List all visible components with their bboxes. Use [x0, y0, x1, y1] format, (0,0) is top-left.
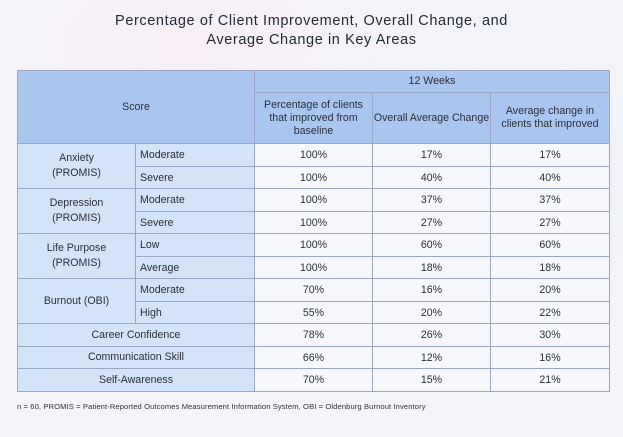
table-cell: 40% [489, 166, 611, 189]
table-cell: 100% [254, 233, 373, 257]
table-cell: 15% [372, 368, 491, 392]
period-header: 12 Weeks [253, 70, 611, 93]
results-table: Score 12 Weeks Percentage of clients tha… [17, 70, 611, 392]
table-cell: 17% [489, 143, 611, 167]
table-cell: 20% [489, 278, 611, 302]
table-cell: 70% [254, 278, 373, 302]
row-category: Self-Awareness [17, 368, 255, 392]
row-category: Life Purpose (PROMIS) [17, 233, 136, 279]
table-cell: 100% [254, 188, 373, 212]
table-cell: 100% [254, 143, 373, 167]
table-cell: 100% [254, 256, 373, 279]
table-cell: 66% [254, 346, 373, 369]
table-row: Communication Skill 66% 12% 16% [17, 346, 611, 369]
table-cell: 22% [489, 301, 611, 324]
row-subcategory: Moderate [135, 143, 255, 167]
table-row: Anxiety (PROMIS) Moderate 100% 17% 17% [17, 143, 611, 189]
table-row: High 55% 20% 22% [18, 301, 611, 324]
table-cell: 27% [489, 211, 611, 234]
column-header-avg-change-improved: Average change in clients that improved [489, 92, 611, 144]
table-cell: 60% [372, 233, 491, 257]
table-cell: 78% [254, 323, 373, 347]
row-subcategory: Moderate [135, 188, 255, 212]
column-header-pct-improved: Percentage of clients that improved from… [254, 92, 373, 144]
table-cell: 12% [372, 346, 491, 369]
title-line-2: Average Change in Key Areas [206, 32, 417, 48]
table-cell: 100% [254, 211, 373, 234]
table-cell: 55% [254, 301, 373, 324]
table-row: Career Confidence 78% 26% 30% [17, 323, 611, 347]
row-category: Anxiety (PROMIS) [17, 143, 136, 189]
table-row: Self-Awareness 70% 15% 21% [17, 368, 611, 392]
row-subcategory: Moderate [135, 278, 255, 302]
table-row: Life Purpose (PROMIS) Low 100% 60% 60% [17, 233, 611, 279]
table-cell: 37% [372, 188, 491, 212]
table-cell: 16% [489, 346, 611, 369]
table-cell: 26% [372, 323, 491, 347]
table-cell: 21% [489, 368, 611, 392]
table-cell: 18% [489, 256, 611, 279]
row-category: Career Confidence [17, 323, 255, 347]
row-category: Depression (PROMIS) [17, 188, 136, 234]
row-subcategory: High [135, 301, 255, 324]
footnote: n = 60, PROMIS = Patient-Reported Outcom… [17, 402, 426, 411]
table-row: Depression (PROMIS) Moderate 100% 37% 37% [17, 188, 611, 234]
table-cell: 60% [489, 233, 611, 257]
table-cell: 27% [372, 211, 491, 234]
table-cell: 17% [372, 143, 491, 167]
table-cell: 20% [372, 301, 491, 324]
column-header-overall-change: Overall Average Change [372, 92, 491, 144]
table-row: Burnout (OBI) Moderate 70% 16% 20% [17, 278, 611, 324]
page-title: Percentage of Client Improvement, Overal… [0, 12, 623, 50]
table-cell: 100% [254, 166, 373, 189]
table-cell: 18% [372, 256, 491, 279]
table-cell: 70% [254, 368, 373, 392]
row-category: Communication Skill [17, 346, 255, 369]
table-row: Average 100% 18% 18% [18, 256, 611, 279]
table-cell: 16% [372, 278, 491, 302]
row-category: Burnout (OBI) [17, 278, 136, 324]
row-subcategory: Severe [135, 211, 255, 234]
row-subcategory: Severe [135, 166, 255, 189]
row-subcategory: Low [135, 233, 255, 257]
table-cell: 37% [489, 188, 611, 212]
table-cell: 40% [372, 166, 491, 189]
table-cell: 30% [489, 323, 611, 347]
row-subcategory: Average [135, 256, 255, 279]
title-line-1: Percentage of Client Improvement, Overal… [115, 13, 508, 29]
table-row: Severe 100% 40% 40% [18, 166, 611, 189]
score-header: Score [17, 70, 255, 144]
